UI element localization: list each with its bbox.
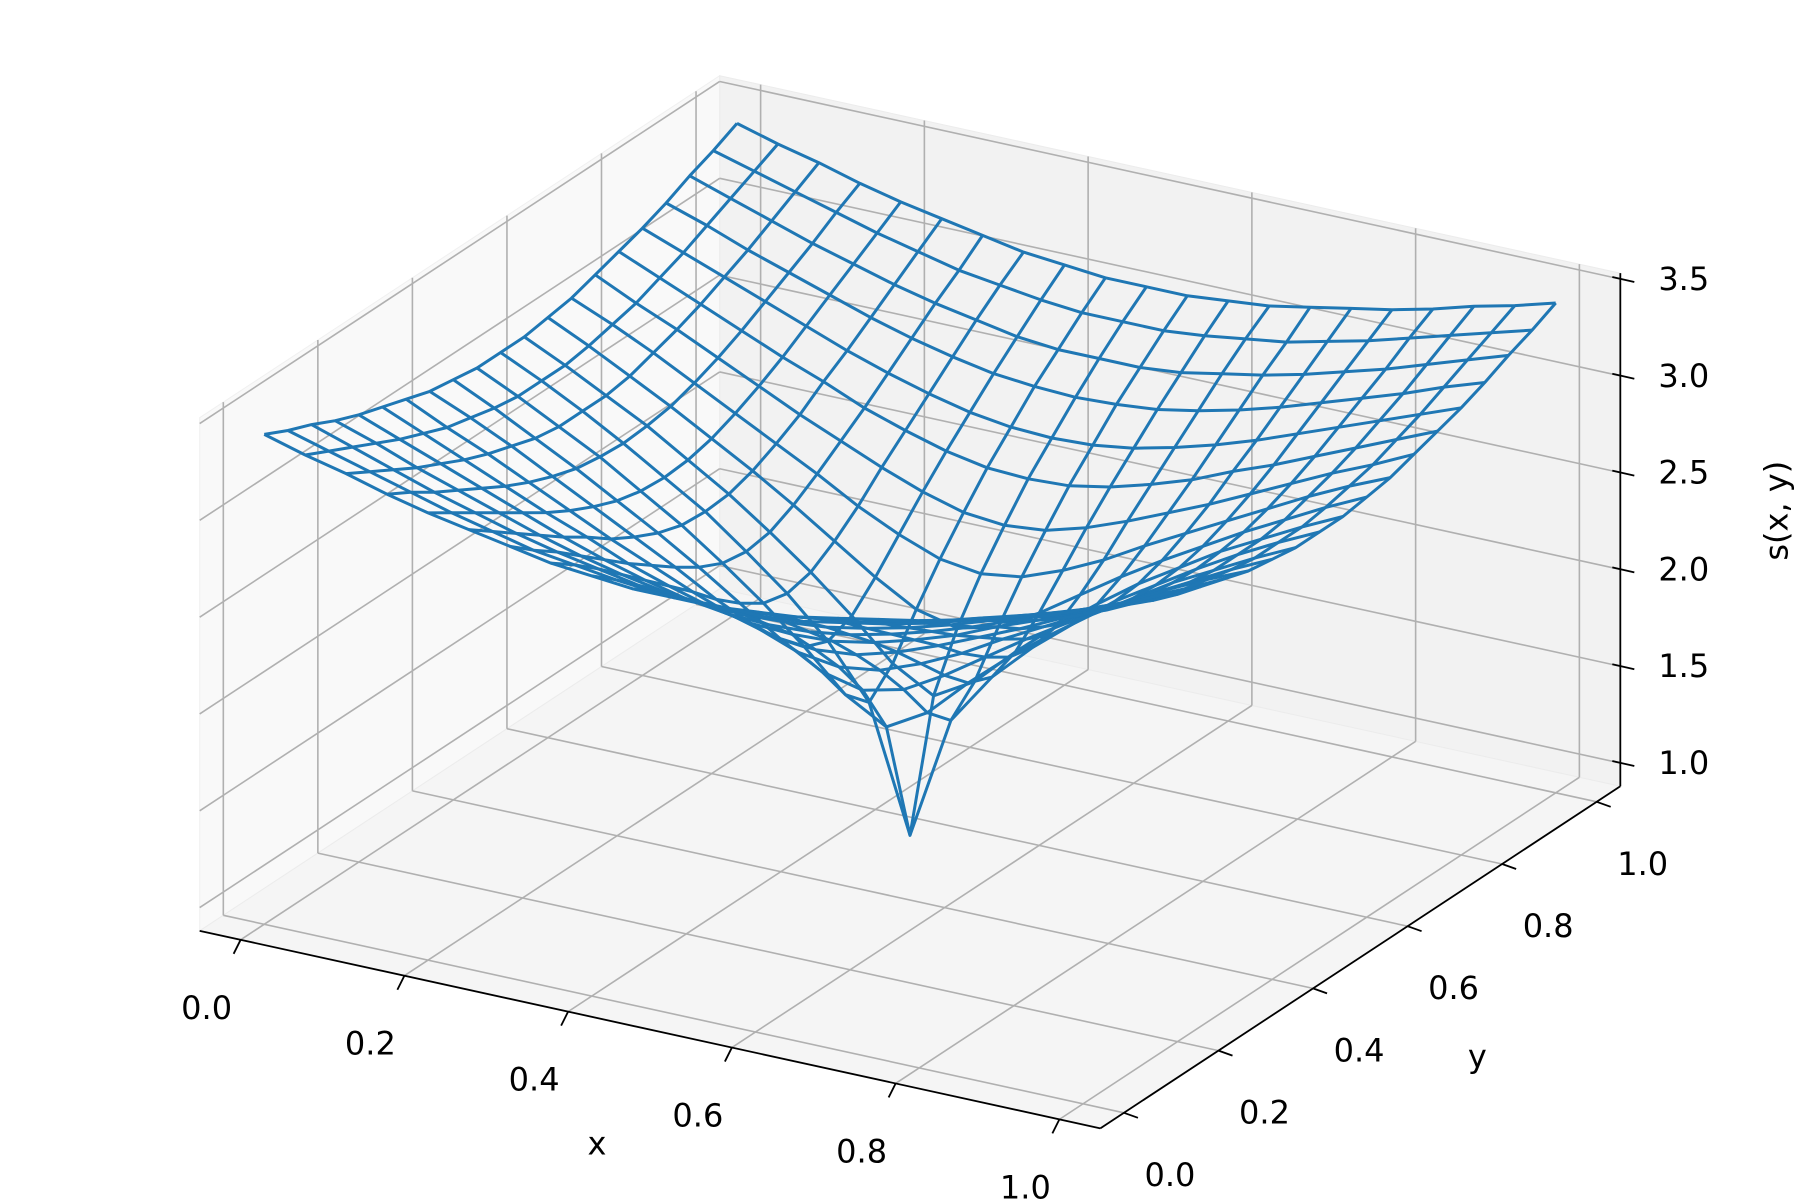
grid-line	[719, 177, 1621, 377]
z-tick	[1612, 469, 1635, 477]
x-tick	[232, 939, 242, 955]
y-tick-label: 1.0	[1617, 845, 1668, 883]
z-tick-label: 3.0	[1658, 357, 1709, 395]
x-tick	[560, 1011, 569, 1027]
z-tick-label: 2.5	[1658, 454, 1709, 492]
y-tick-label: 0.4	[1334, 1031, 1385, 1069]
x-tick	[396, 975, 406, 991]
wire-column	[837, 306, 1312, 641]
z-tick-label: 3.5	[1658, 260, 1709, 298]
x-tick	[887, 1083, 897, 1098]
z-tick	[1612, 276, 1635, 283]
y-tick	[1123, 1111, 1139, 1119]
y-tick-label: 0.6	[1428, 969, 1479, 1007]
wire-column	[550, 251, 1025, 605]
wire-column	[468, 217, 943, 541]
grid-line	[199, 564, 721, 909]
grid-line	[719, 371, 1621, 571]
grid-line	[199, 177, 721, 522]
y-axis-line	[1099, 785, 1621, 1130]
grid-line	[412, 790, 1314, 990]
z-tick-label: 2.0	[1658, 550, 1709, 588]
grid-line	[695, 603, 1597, 803]
axes: 0.0 0.2 0.4 0.6 0.8 1.0 0.0 0.2 0.4 0.6 0.8 1.0 1.0 1…	[181, 260, 1795, 1200]
wire-column	[796, 305, 1271, 659]
y-tick	[1218, 1049, 1233, 1057]
grid-line	[240, 597, 762, 941]
x-tick-label: 0.8	[836, 1132, 887, 1170]
grid-line	[719, 80, 1621, 280]
grid-line	[403, 632, 925, 977]
wire-column	[1041, 304, 1516, 619]
grid-line	[199, 274, 721, 618]
x-tick	[1051, 1118, 1061, 1134]
grid-line	[317, 852, 1219, 1052]
grid-line	[895, 740, 1417, 1085]
wire-column	[304, 143, 780, 457]
wire-column	[264, 122, 739, 436]
wire-column	[878, 307, 1353, 631]
x-tick-label: 0.6	[672, 1097, 723, 1135]
z-tick	[1612, 663, 1635, 671]
wire-column	[509, 234, 984, 569]
y-tick	[1312, 987, 1328, 995]
z-axis-label: s(x, y)	[1757, 461, 1795, 561]
grid-line	[719, 274, 1621, 474]
y-tick-label: 0.0	[1145, 1156, 1196, 1194]
y-tick-label: 0.2	[1239, 1094, 1290, 1132]
grid-line	[223, 914, 1125, 1114]
wire-column	[1082, 302, 1557, 616]
wire-column	[755, 300, 1230, 685]
y-tick	[1501, 863, 1517, 870]
wire-column	[714, 294, 1189, 722]
wire-column	[345, 161, 821, 476]
z-tick	[1612, 566, 1635, 574]
grid-line	[199, 371, 721, 715]
grid-line	[719, 467, 1621, 668]
z-tick	[1612, 760, 1635, 767]
grid-line	[506, 727, 1408, 927]
x-tick-label: 0.2	[345, 1025, 396, 1063]
wire-column	[386, 182, 861, 496]
z-tick-label: 1.0	[1658, 744, 1709, 782]
y-tick-label: 0.8	[1523, 907, 1574, 945]
x-axis-line	[199, 929, 1101, 1130]
grid-line	[601, 665, 1503, 865]
x-tick-label: 0.0	[181, 989, 232, 1027]
x-axis-label: x	[588, 1125, 607, 1163]
grid-line	[1058, 776, 1580, 1121]
y-tick	[1596, 800, 1611, 808]
wire-column	[919, 308, 1394, 623]
wire-column	[591, 264, 1066, 649]
wire-column	[673, 285, 1148, 837]
grid-line	[719, 564, 1621, 764]
x-tick	[724, 1047, 733, 1062]
grid-line	[199, 80, 721, 425]
grid-line	[731, 704, 1253, 1049]
grid-line	[199, 468, 721, 812]
panes	[198, 74, 1622, 1129]
y-axis-label: y	[1468, 1037, 1487, 1075]
x-tick-label: 1.0	[1000, 1168, 1051, 1200]
wire-column	[427, 200, 902, 515]
y-tick	[1407, 925, 1422, 933]
grid-line	[567, 668, 1089, 1013]
z-tick-label: 1.5	[1658, 647, 1709, 685]
wireframe	[263, 122, 1557, 837]
z-tick	[1612, 372, 1635, 380]
x-tick-label: 0.4	[509, 1061, 560, 1099]
